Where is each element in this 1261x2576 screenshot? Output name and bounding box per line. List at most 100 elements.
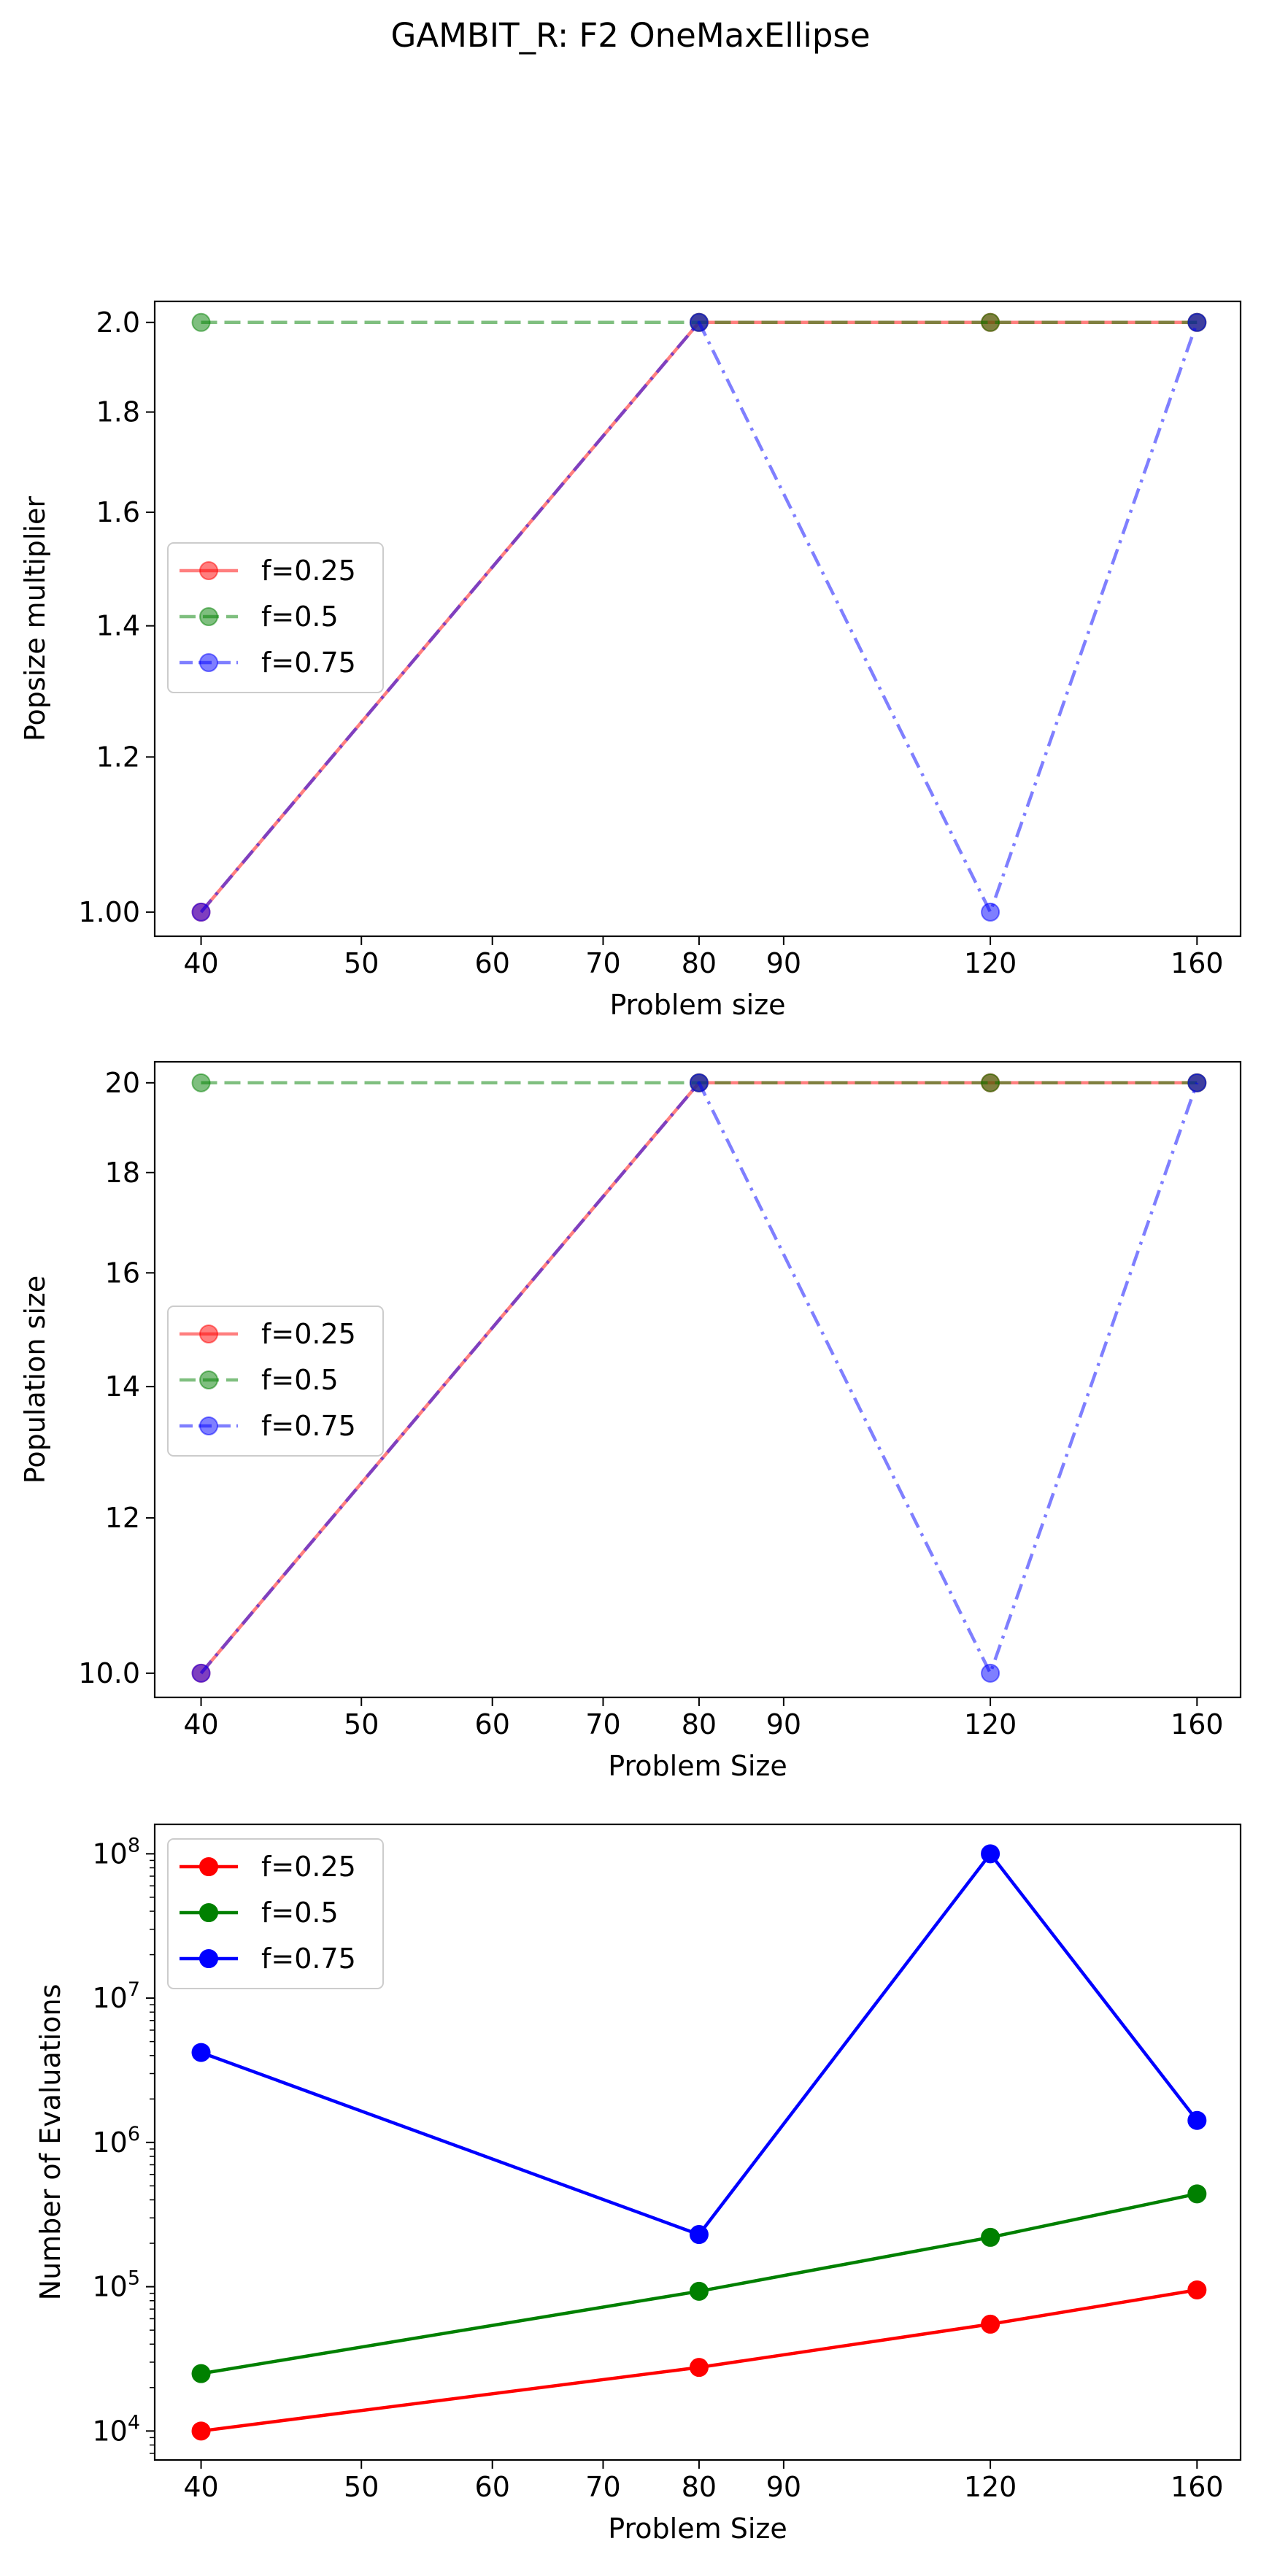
legend: f=0.25 f=0.5 f=0.75	[167, 542, 384, 693]
data-point	[191, 2421, 211, 2441]
figure-title: GAMBIT_R: F2 OneMaxEllipse	[390, 16, 870, 55]
data-point	[981, 312, 1000, 332]
x-tick-label: 40	[183, 1708, 218, 1740]
x-tick-label: 70	[585, 947, 620, 979]
axes-frame	[153, 1060, 1242, 1699]
legend-marker	[199, 1903, 218, 1922]
legend-marker	[199, 1416, 218, 1435]
legend-label: f=0.5	[261, 1364, 339, 1396]
chart-panel-2: 40 50 60 70 80 90 120 160 10.0 12 14 16 18 20 Problem …	[19, 1060, 1242, 1782]
series-f=0.75	[191, 1844, 1207, 2245]
data-point	[981, 1663, 1000, 1683]
data-point	[191, 2043, 211, 2062]
series-f=0.75	[191, 312, 1207, 922]
chart-panel-3: 40 50 60 70 80 90 120 160 104 105 106 107 108 Problem…	[34, 1823, 1242, 2545]
data-point	[191, 1073, 211, 1092]
legend-label: f=0.5	[261, 1897, 339, 1929]
x-tick-label: 120	[964, 2471, 1017, 2503]
y-tick-label: 1.00	[78, 896, 140, 928]
legend: f=0.25 f=0.5 f=0.75	[167, 1838, 384, 1989]
legend-box	[167, 1838, 384, 1989]
series-line	[200, 1852, 1199, 2237]
legend-label: f=0.75	[261, 647, 356, 679]
axes-frame	[153, 300, 1242, 938]
series-line	[199, 320, 1199, 914]
series-line	[201, 2192, 1198, 2375]
y-tick-label: 10.0	[78, 1657, 140, 1689]
data-point	[981, 2227, 1000, 2247]
y-tick-label: 104	[92, 2411, 140, 2447]
series-f=0.5	[191, 2184, 1207, 2383]
legend-marker	[199, 1324, 218, 1343]
y-tick-label: 105	[92, 2267, 140, 2303]
legend-marker	[199, 1949, 218, 1968]
x-tick-label: 50	[344, 2471, 379, 2503]
x-axis-label: Problem Size	[608, 2513, 787, 2545]
x-tick-label: 80	[682, 2471, 717, 2503]
x-tick-label: 80	[682, 1708, 717, 1740]
legend-label: f=0.75	[261, 1410, 356, 1442]
x-tick-label: 120	[964, 947, 1017, 979]
series-line	[201, 2288, 1198, 2433]
y-axis-label: Population size	[19, 1276, 51, 1484]
y-tick-label: 1.6	[96, 496, 140, 528]
x-tick-label: 90	[766, 2471, 801, 2503]
y-tick-label: 12	[105, 1502, 140, 1534]
x-tick-label: 60	[475, 947, 510, 979]
y-tick-label: 1.4	[96, 610, 140, 642]
legend-box	[167, 542, 384, 693]
y-axis-label: Number of Evaluations	[34, 1984, 66, 2301]
data-point	[1187, 2110, 1207, 2130]
legend-label: f=0.75	[261, 1943, 356, 1975]
legend-label: f=0.25	[261, 1851, 356, 1883]
legend-marker	[199, 1370, 218, 1389]
legend-box	[167, 1306, 384, 1457]
data-point	[689, 312, 709, 332]
x-tick-label: 50	[344, 947, 379, 979]
data-point	[191, 312, 211, 332]
y-tick-label: 107	[92, 1978, 140, 2014]
data-point	[1187, 2280, 1207, 2299]
data-point	[981, 902, 1000, 922]
legend-label: f=0.25	[261, 555, 356, 587]
data-point	[981, 1073, 1000, 1092]
chart-panel-1: 40 50 60 70 80 90 120 160 1.00 1.2 1.4 1.6 1.8 2.0 Pro…	[19, 300, 1242, 1021]
x-tick-label: 90	[766, 947, 801, 979]
x-tick-label: 70	[585, 1708, 620, 1740]
legend-label: f=0.5	[261, 601, 339, 633]
axes-frame	[153, 1823, 1242, 2461]
legend-marker	[199, 653, 218, 672]
y-axis-label: Popsize multiplier	[19, 496, 51, 741]
x-tick-label: 90	[766, 1708, 801, 1740]
legend-marker	[199, 1857, 218, 1876]
data-point	[689, 2281, 709, 2301]
y-tick-label: 1.8	[96, 396, 140, 428]
x-tick-label: 60	[475, 2471, 510, 2503]
data-point	[689, 2358, 709, 2378]
legend-marker	[199, 561, 218, 580]
x-tick-label: 50	[344, 1708, 379, 1740]
data-point	[1187, 2184, 1207, 2204]
y-tick-label: 2.0	[96, 306, 140, 339]
y-tick-label: 14	[105, 1370, 140, 1403]
data-point	[1187, 1073, 1207, 1092]
y-tick-label: 106	[92, 2123, 140, 2159]
x-axis-label: Problem Size	[608, 1750, 787, 1782]
legend-marker	[199, 607, 218, 626]
y-tick-label: 18	[105, 1157, 140, 1189]
data-point	[191, 2364, 211, 2383]
x-tick-label: 160	[1171, 2471, 1224, 2503]
data-point	[981, 1844, 1000, 1864]
x-tick-label: 80	[682, 947, 717, 979]
y-tick-label: 20	[105, 1067, 140, 1099]
x-tick-label: 120	[964, 1708, 1017, 1740]
data-point	[981, 2314, 1000, 2334]
x-tick-label: 40	[183, 2471, 218, 2503]
y-tick-label: 1.2	[96, 741, 140, 773]
x-tick-label: 160	[1171, 947, 1224, 979]
data-point	[191, 1663, 211, 1683]
data-point	[689, 1073, 709, 1092]
data-point	[191, 902, 211, 922]
y-tick-label: 108	[92, 1834, 140, 1870]
